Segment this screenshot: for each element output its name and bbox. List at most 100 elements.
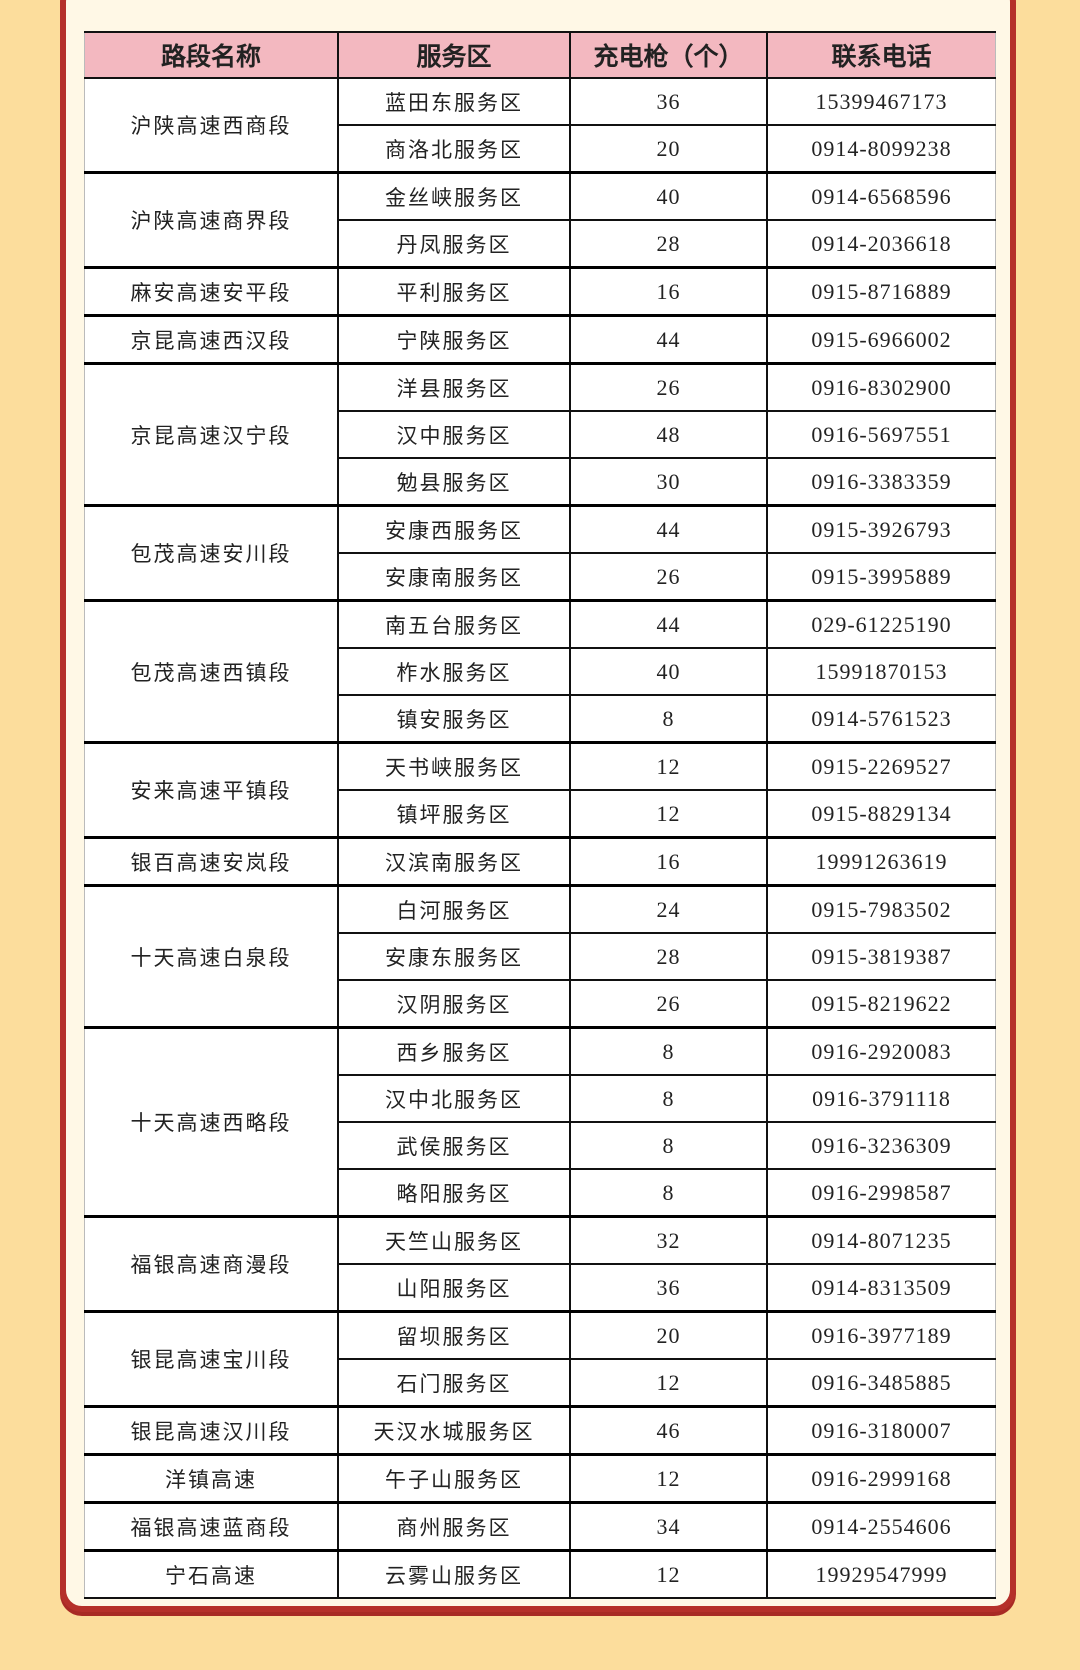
road-section-cell: 麻安高速安平段	[84, 266, 339, 317]
service-area-cell: 安康南服务区	[337, 552, 571, 602]
charger-count-cell: 12	[569, 1549, 768, 1599]
table-row: 石门服务区 12 0916-3485885	[85, 1358, 996, 1408]
phone-cell: 0915-8829134	[766, 789, 996, 839]
service-area-cell: 云雾山服务区	[337, 1549, 571, 1599]
table-row: 汉阴服务区 26 0915-8219622	[85, 979, 996, 1029]
phone-cell: 0916-3791118	[766, 1074, 996, 1123]
service-area-cell: 石门服务区	[337, 1358, 571, 1408]
phone-cell: 0916-5697551	[766, 410, 996, 459]
charger-count-cell: 26	[569, 552, 768, 602]
service-area-cell: 汉中北服务区	[337, 1074, 571, 1123]
table-row: 银昆高速汉川段 天汉水城服务区 46 0916-3180007	[84, 1405, 996, 1456]
service-area-cell: 留坝服务区	[337, 1310, 571, 1360]
road-section-cell: 十天高速白泉段	[84, 884, 339, 1029]
road-section-cell: 洋镇高速	[84, 1453, 339, 1504]
charger-count-cell: 26	[569, 362, 768, 412]
table-row: 安康南服务区 26 0915-3995889	[85, 552, 996, 602]
phone-cell: 0915-8219622	[766, 979, 996, 1029]
table-row: 福银高速蓝商段 商州服务区 34 0914-2554606	[84, 1501, 996, 1552]
table-body: 沪陕高速西商段 蓝田东服务区 36 15399467173 商洛北服务区 20 0914-8…	[84, 77, 996, 1599]
phone-cell: 0916-2920083	[766, 1026, 996, 1076]
service-area-cell: 镇安服务区	[337, 694, 571, 744]
phone-cell: 0916-8302900	[766, 362, 996, 412]
phone-cell: 15399467173	[766, 77, 996, 126]
header-chargers: 充电枪（个）	[569, 31, 768, 79]
service-area-cell: 柞水服务区	[337, 647, 571, 696]
table-row: 汉中北服务区 8 0916-3791118	[85, 1074, 996, 1123]
table-row: 略阳服务区 8 0916-2998587	[85, 1168, 996, 1218]
table-row: 安来高速平镇段 天书峡服务区 12 0915-2269527	[84, 741, 996, 839]
header-phone: 联系电话	[766, 31, 996, 79]
phone-cell: 0916-3383359	[766, 457, 996, 507]
service-area-cell: 安康东服务区	[337, 932, 571, 981]
charger-count-cell: 12	[569, 1453, 768, 1504]
road-section-cell: 安来高速平镇段	[84, 741, 339, 839]
table-row: 京昆高速汉宁段 洋县服务区 26 0916-8302900	[84, 362, 996, 507]
charger-count-cell: 20	[569, 124, 768, 174]
table-row: 银昆高速宝川段 留坝服务区 20 0916-3977189	[84, 1310, 996, 1408]
charger-count-cell: 46	[569, 1405, 768, 1456]
service-area-cell: 白河服务区	[337, 884, 571, 934]
table-row: 京昆高速西汉段 宁陕服务区 44 0915-6966002	[84, 314, 996, 365]
service-area-cell: 蓝田东服务区	[337, 77, 571, 126]
phone-cell: 0915-3819387	[766, 932, 996, 981]
road-section-cell: 沪陕高速西商段	[84, 77, 339, 174]
service-area-cell: 武侯服务区	[337, 1121, 571, 1170]
service-area-cell: 丹凤服务区	[337, 219, 571, 269]
phone-cell: 0916-3180007	[766, 1405, 996, 1456]
phone-cell: 0916-3485885	[766, 1358, 996, 1408]
service-area-cell: 汉中服务区	[337, 410, 571, 459]
charger-count-cell: 36	[569, 77, 768, 126]
header-service-area: 服务区	[337, 31, 571, 79]
table-row: 沪陕高速商界段 金丝峡服务区 40 0914-6568596	[84, 171, 996, 269]
service-area-cell: 洋县服务区	[337, 362, 571, 412]
charger-count-cell: 28	[569, 219, 768, 269]
road-section-cell: 包茂高速西镇段	[84, 599, 339, 744]
charger-count-cell: 48	[569, 410, 768, 459]
phone-cell: 029-61225190	[766, 599, 996, 649]
service-area-cell: 勉县服务区	[337, 457, 571, 507]
charger-count-cell: 12	[569, 789, 768, 839]
road-section-cell: 京昆高速汉宁段	[84, 362, 339, 507]
table-row: 十天高速白泉段 白河服务区 24 0915-7983502	[84, 884, 996, 1029]
phone-cell: 0915-3995889	[766, 552, 996, 602]
phone-cell: 0915-3926793	[766, 504, 996, 554]
service-area-cell: 金丝峡服务区	[337, 171, 571, 221]
service-area-cell: 商州服务区	[337, 1501, 571, 1552]
table-row: 勉县服务区 30 0916-3383359	[85, 457, 996, 507]
service-area-cell: 天书峡服务区	[337, 741, 571, 791]
phone-cell: 0916-2998587	[766, 1168, 996, 1218]
phone-cell: 0914-2036618	[766, 219, 996, 269]
service-area-cell: 宁陕服务区	[337, 314, 571, 365]
table-row: 山阳服务区 36 0914-8313509	[85, 1263, 996, 1313]
table-row: 丹凤服务区 28 0914-2036618	[85, 219, 996, 269]
charger-count-cell: 16	[569, 836, 768, 887]
charger-count-cell: 36	[569, 1263, 768, 1313]
charger-count-cell: 12	[569, 1358, 768, 1408]
charger-count-cell: 28	[569, 932, 768, 981]
table-row: 镇安服务区 8 0914-5761523	[85, 694, 996, 744]
table-row: 宁石高速 云雾山服务区 12 19929547999	[84, 1549, 996, 1599]
charger-count-cell: 40	[569, 647, 768, 696]
road-section-cell: 福银高速蓝商段	[84, 1501, 339, 1552]
road-section-cell: 十天高速西略段	[84, 1026, 339, 1218]
service-area-cell: 山阳服务区	[337, 1263, 571, 1313]
road-section-cell: 沪陕高速商界段	[84, 171, 339, 269]
phone-cell: 0914-8071235	[766, 1215, 996, 1265]
charger-count-cell: 8	[569, 1121, 768, 1170]
service-area-cell: 略阳服务区	[337, 1168, 571, 1218]
charger-count-cell: 44	[569, 599, 768, 649]
table-row: 镇坪服务区 12 0915-8829134	[85, 789, 996, 839]
phone-cell: 0914-8099238	[766, 124, 996, 174]
charger-count-cell: 8	[569, 1026, 768, 1076]
charger-count-cell: 16	[569, 266, 768, 317]
charger-count-cell: 44	[569, 504, 768, 554]
road-section-cell: 福银高速商漫段	[84, 1215, 339, 1313]
charger-count-cell: 24	[569, 884, 768, 934]
table-row: 银百高速安岚段 汉滨南服务区 16 19991263619	[84, 836, 996, 887]
table-row: 商洛北服务区 20 0914-8099238	[85, 124, 996, 174]
table-row: 武侯服务区 8 0916-3236309	[85, 1121, 996, 1170]
phone-cell: 0915-6966002	[766, 314, 996, 365]
charger-count-cell: 34	[569, 1501, 768, 1552]
service-area-cell: 西乡服务区	[337, 1026, 571, 1076]
